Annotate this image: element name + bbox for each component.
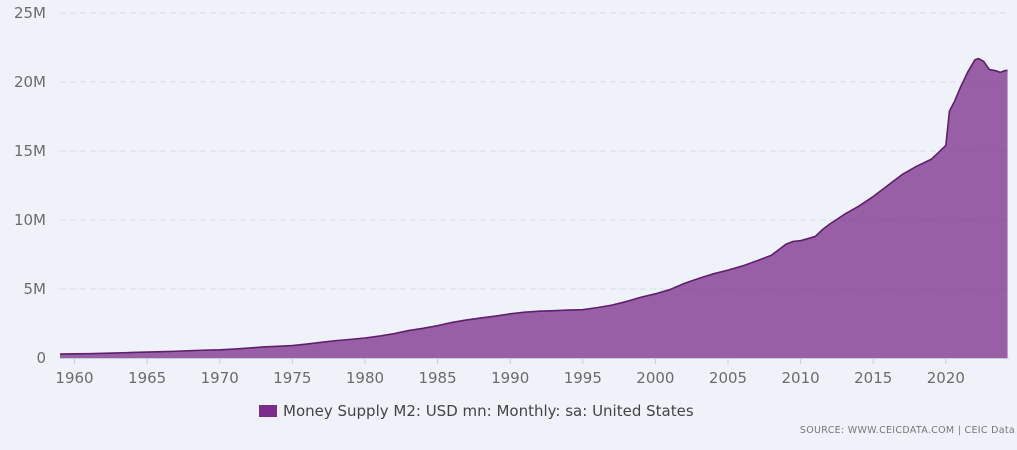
x-tick-label: 1980 (346, 369, 384, 387)
x-tick-label: 1995 (564, 369, 602, 387)
y-tick-label: 15M (14, 142, 46, 160)
legend-label: Money Supply M2: USD mn: Monthly: sa: Un… (283, 402, 694, 420)
source-credit: SOURCE: WWW.CEICDATA.COM | CEIC Data (799, 425, 1015, 436)
x-axis: 1960 1965 1970 1975 1980 1985 1990 1995 2000 2005… (55, 358, 1009, 387)
x-tick-label: 2015 (854, 369, 892, 387)
series-line (59, 57, 1008, 355)
y-tick-label: 25M (14, 4, 46, 22)
x-tick-label: 2000 (636, 369, 674, 387)
y-axis: 0 5M 10M 15M 20M 25M (14, 4, 46, 367)
y-tick-label: 10M (14, 211, 46, 229)
legend-item[interactable]: Money Supply M2: USD mn: Monthly: sa: Un… (259, 402, 694, 420)
series-area-layer (59, 57, 1008, 358)
x-tick-label: 1975 (273, 369, 311, 387)
y-tick-label: 5M (24, 280, 47, 298)
x-tick-label: 1960 (55, 369, 93, 387)
legend-swatch (259, 405, 277, 417)
x-tick-label: 1990 (491, 369, 529, 387)
x-tick-label: 1965 (128, 369, 166, 387)
y-tick-label: 0 (36, 349, 46, 367)
series-area (60, 58, 1008, 358)
y-tick-label: 20M (14, 73, 46, 91)
x-tick-label: 2010 (782, 369, 820, 387)
x-tick-label: 1985 (418, 369, 456, 387)
x-tick-label: 1970 (201, 369, 239, 387)
x-tick-label: 2020 (927, 369, 965, 387)
x-tick-label: 2005 (709, 369, 747, 387)
